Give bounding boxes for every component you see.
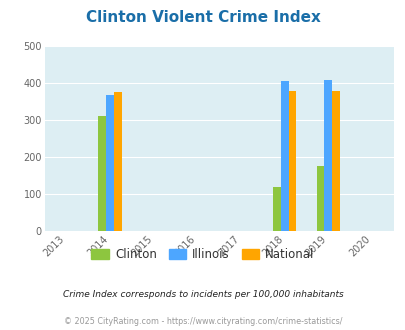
- Bar: [288, 90, 296, 231]
- Bar: [106, 95, 114, 231]
- Text: Clinton Violent Crime Index: Clinton Violent Crime Index: [85, 10, 320, 25]
- Text: Crime Index corresponds to incidents per 100,000 inhabitants: Crime Index corresponds to incidents per…: [62, 290, 343, 299]
- Legend: Clinton, Illinois, National: Clinton, Illinois, National: [87, 245, 318, 265]
- Bar: [114, 92, 121, 231]
- Text: © 2025 CityRating.com - https://www.cityrating.com/crime-statistics/: © 2025 CityRating.com - https://www.city…: [64, 317, 341, 326]
- Bar: [98, 116, 106, 231]
- Bar: [272, 187, 280, 231]
- Bar: [280, 81, 288, 231]
- Bar: [331, 90, 339, 231]
- Bar: [324, 80, 331, 231]
- Bar: [316, 166, 324, 231]
